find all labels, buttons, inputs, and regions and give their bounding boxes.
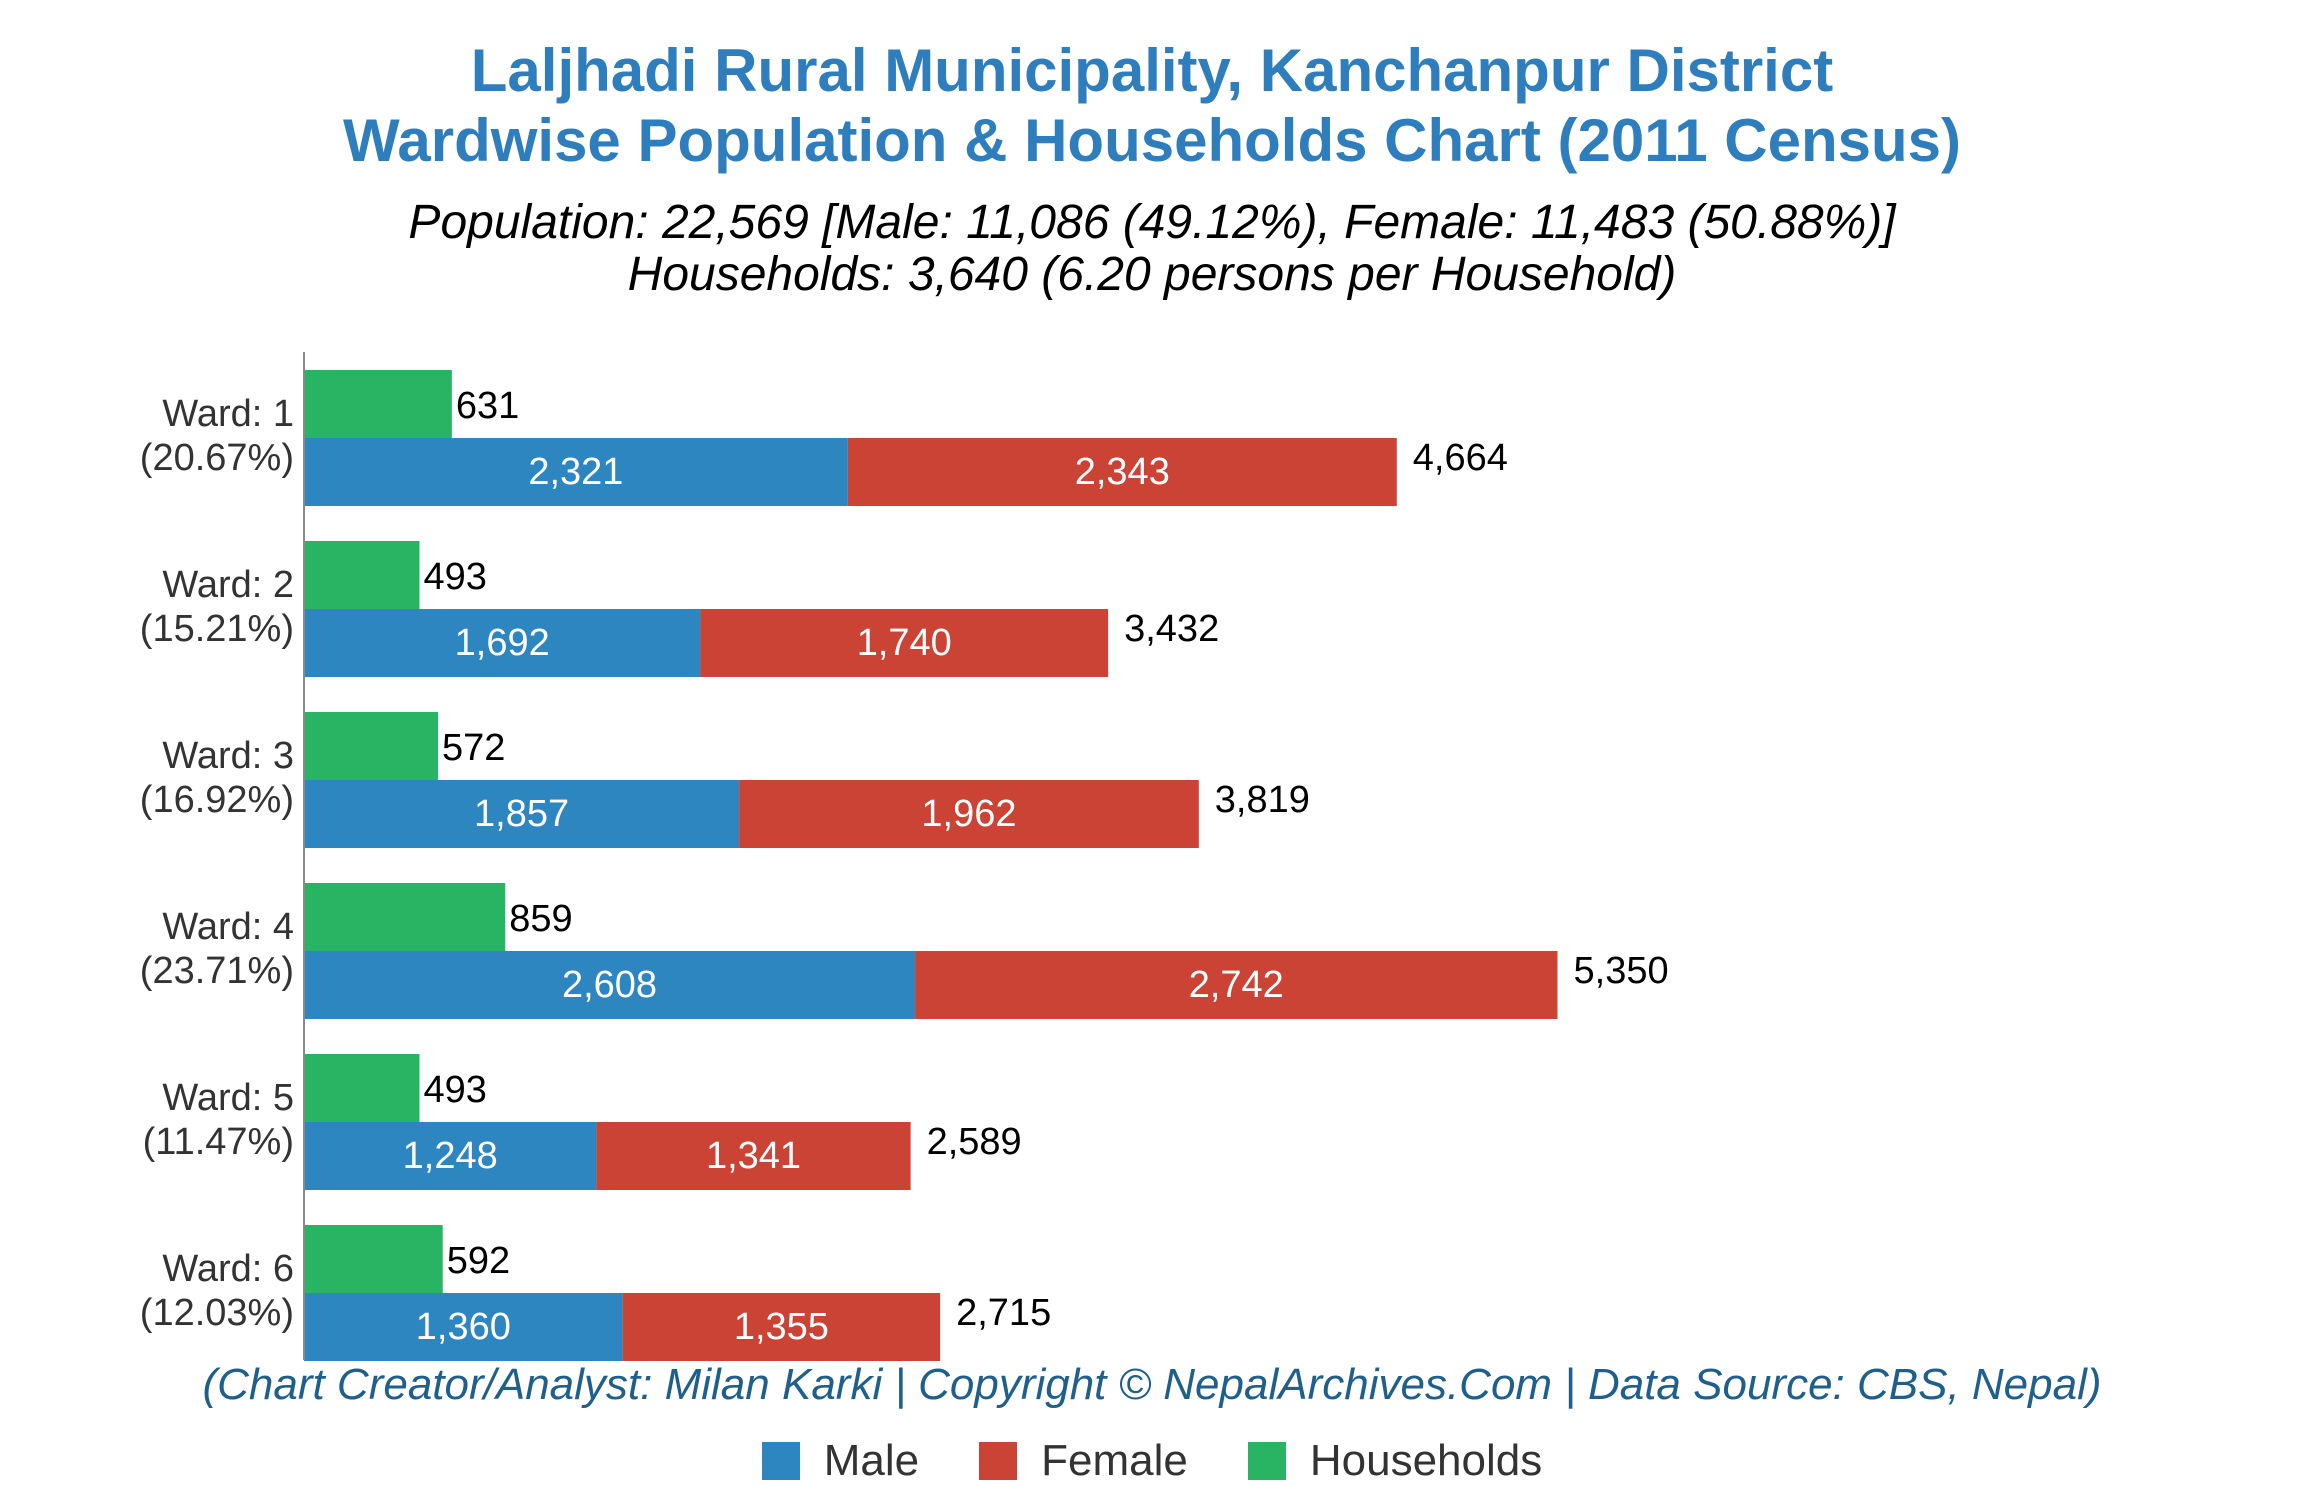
- households-value-label: 572: [442, 727, 505, 769]
- ward-share-label: (23.71%): [140, 950, 294, 992]
- male-value-label: 1,857: [474, 793, 569, 835]
- male-bar: [304, 1122, 597, 1190]
- ward-label: Ward: 5: [162, 1077, 294, 1119]
- legend-item-male[interactable]: Male: [761, 1436, 920, 1486]
- households-value-label: 859: [509, 898, 572, 940]
- households-value-label: 493: [424, 1069, 487, 1111]
- legend-item-households[interactable]: Households: [1247, 1436, 1543, 1486]
- total-value-label: 5,350: [1574, 950, 1669, 992]
- legend-label-households: Households: [1309, 1436, 1543, 1485]
- ward-label: Ward: 3: [162, 735, 294, 777]
- households-value-label: 631: [456, 385, 519, 427]
- households-bar: [304, 1054, 420, 1122]
- households-bar: [304, 1225, 443, 1293]
- female-bar: [596, 1122, 911, 1190]
- male-bar: [304, 951, 916, 1019]
- total-value-label: 3,819: [1215, 779, 1310, 821]
- ward-label: Ward: 2: [162, 564, 294, 606]
- households-value-label: 592: [447, 1240, 510, 1282]
- households-summary: Households: 3,640 (6.20 persons per Hous…: [627, 248, 1677, 301]
- ward-label: Ward: 4: [162, 906, 294, 948]
- female-value-label: 1,740: [857, 622, 952, 664]
- chart-title-line2: Wardwise Population & Households Chart (…: [342, 107, 1962, 174]
- male-value-label: 2,321: [528, 451, 623, 493]
- female-bar: [915, 951, 1558, 1019]
- legend-swatch-households: [1247, 1442, 1286, 1480]
- households-value-label: 493: [424, 556, 487, 598]
- ward-label: Ward: 6: [162, 1248, 294, 1290]
- female-bar: [739, 780, 1199, 848]
- legend-label-female: Female: [1041, 1436, 1188, 1485]
- legend-label-male: Male: [823, 1436, 920, 1485]
- male-bar: [304, 1293, 623, 1361]
- households-bar: [304, 370, 452, 438]
- total-value-label: 4,664: [1413, 437, 1508, 479]
- female-value-label: 1,962: [921, 793, 1016, 835]
- ward-share-label: (11.47%): [143, 1121, 294, 1163]
- female-value-label: 2,742: [1189, 964, 1284, 1006]
- female-bar: [622, 1293, 941, 1361]
- total-value-label: 3,432: [1124, 608, 1219, 650]
- male-value-label: 1,248: [403, 1135, 498, 1177]
- ward-share-label: (15.21%): [140, 608, 294, 650]
- male-value-label: 2,608: [562, 964, 657, 1006]
- legend-swatch-male: [761, 1442, 800, 1480]
- chart-credit: (Chart Creator/Analyst: Milan Karki | Co…: [202, 1360, 2102, 1409]
- male-bar: [304, 438, 848, 506]
- female-value-label: 1,355: [734, 1306, 829, 1348]
- female-bar: [847, 438, 1397, 506]
- male-value-label: 1,360: [416, 1306, 511, 1348]
- ward-label: Ward: 1: [162, 393, 294, 435]
- ward-share-label: (20.67%): [140, 437, 294, 479]
- households-bar: [304, 712, 439, 780]
- households-bar: [304, 541, 420, 609]
- female-bar: [700, 609, 1109, 677]
- total-value-label: 2,589: [927, 1121, 1022, 1163]
- ward-share-label: (12.03%): [140, 1292, 294, 1334]
- male-value-label: 1,692: [455, 622, 550, 664]
- legend-swatch-female: [979, 1442, 1018, 1480]
- male-bar: [304, 780, 740, 848]
- total-value-label: 2,715: [956, 1292, 1051, 1334]
- chart-title: Laljhadi Rural Municipality, Kanchanpur …: [470, 37, 1834, 104]
- population-summary: Population: 22,569 [Male: 11,086 (49.12%…: [408, 196, 1896, 249]
- male-bar: [304, 609, 701, 677]
- female-value-label: 1,341: [706, 1135, 801, 1177]
- chart-legend: Male Female Households: [0, 1436, 2304, 1486]
- households-bar: [304, 883, 506, 951]
- legend-item-female[interactable]: Female: [979, 1436, 1188, 1486]
- female-value-label: 2,343: [1075, 451, 1170, 493]
- ward-share-label: (16.92%): [140, 779, 294, 821]
